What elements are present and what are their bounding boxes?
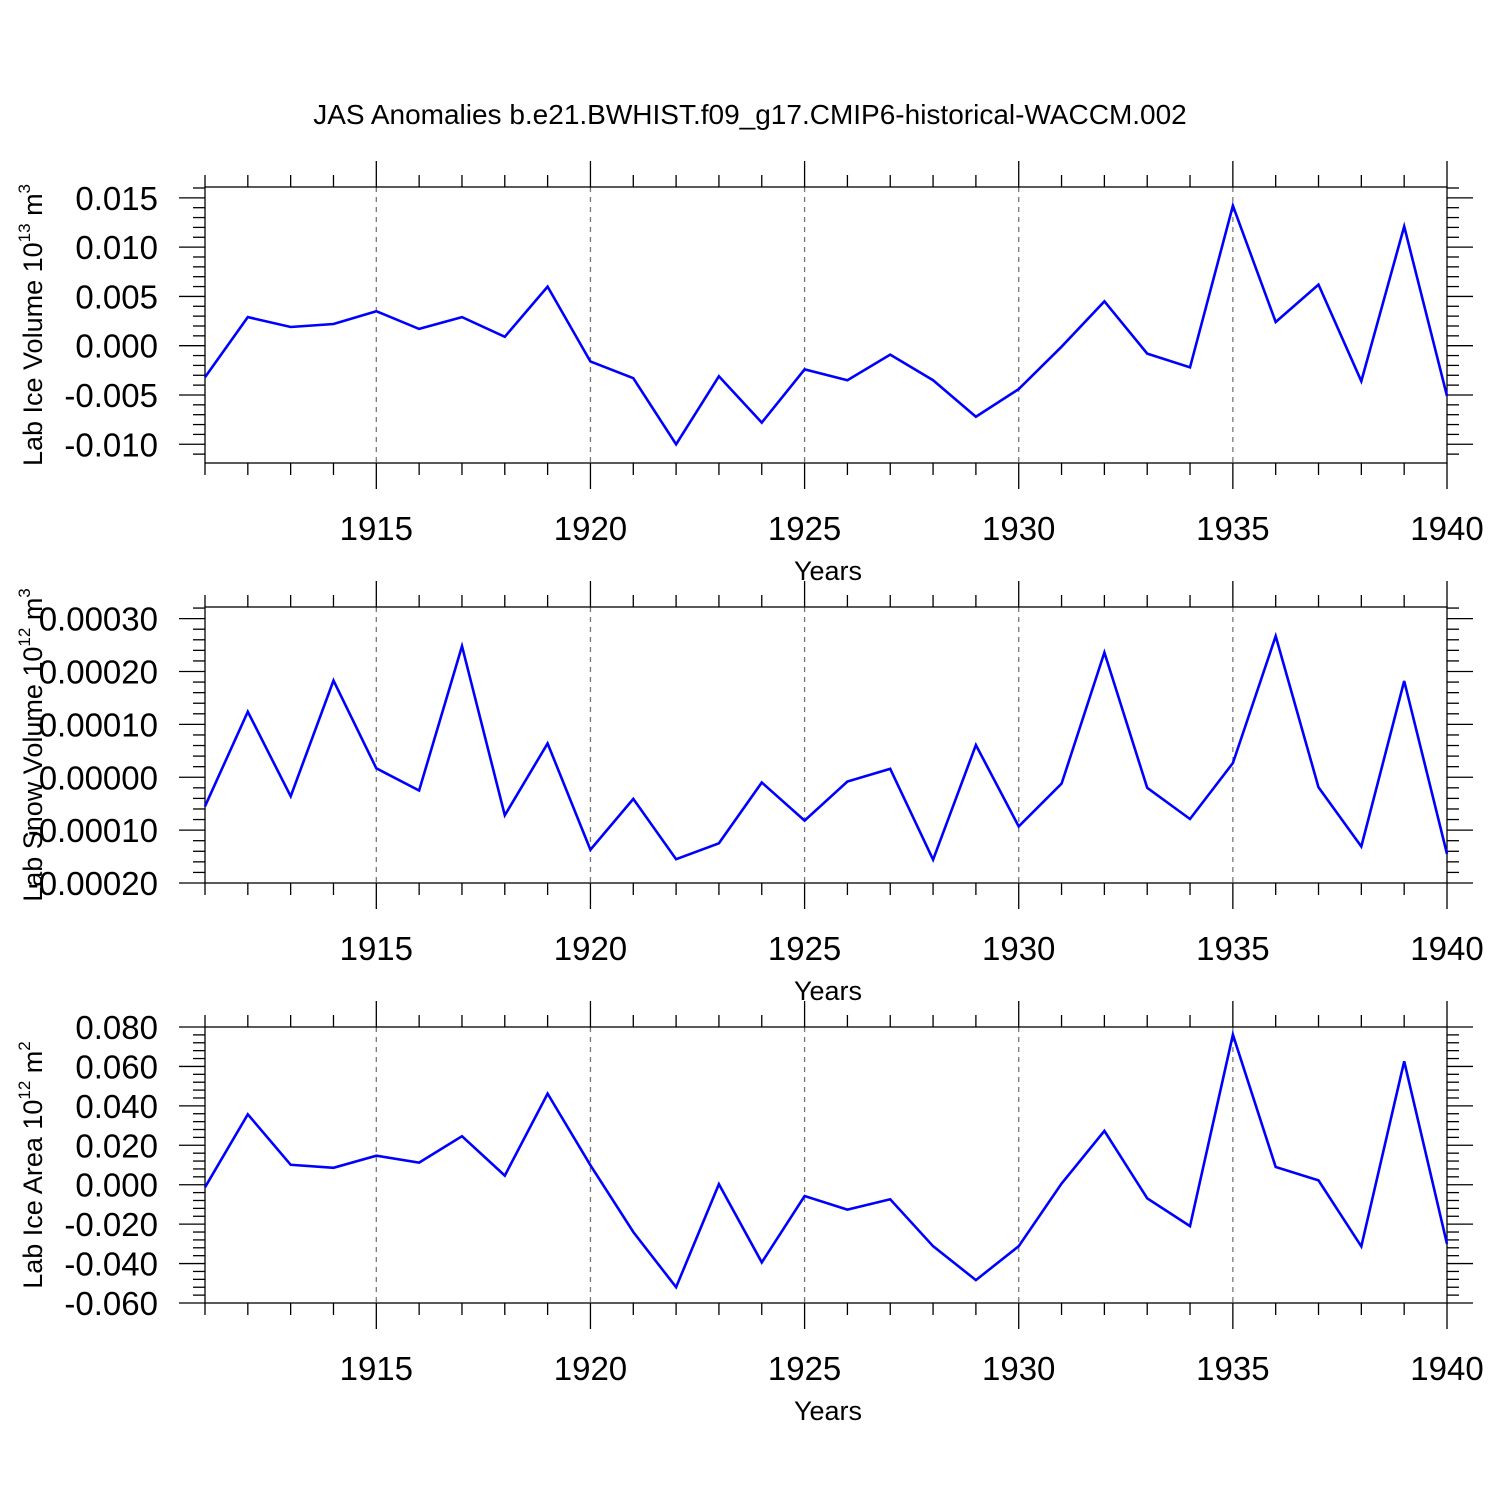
y-axis-label: Lab Ice Volume 1013 m3 bbox=[15, 184, 48, 466]
panels: 1915 1920 1925 1930 1935 1940 Years -0.010 -0.00… bbox=[15, 161, 1484, 1426]
plot-frame bbox=[204, 1026, 1448, 1304]
series-line bbox=[203, 201, 1449, 447]
x-tick-label: 1935 bbox=[1196, 1350, 1269, 1387]
x-tick-label: 1940 bbox=[1410, 1350, 1483, 1387]
x-tick-label: 1925 bbox=[768, 930, 841, 967]
y-tick-label: 0.020 bbox=[75, 1127, 158, 1164]
x-tick-label: 1915 bbox=[340, 510, 413, 547]
x-tick-label: 1920 bbox=[554, 930, 627, 967]
x-tick-label: 1915 bbox=[340, 930, 413, 967]
y-axis-label-text: Lab Ice Volume 10 bbox=[18, 242, 48, 466]
x-tick-label: 1920 bbox=[554, 1350, 627, 1387]
x-tick-label: 1930 bbox=[982, 510, 1055, 547]
x-tick-label: 1920 bbox=[554, 510, 627, 547]
plot-frame bbox=[204, 186, 1448, 464]
y-tick-label: -0.060 bbox=[64, 1285, 158, 1322]
panel-3: 1915 1920 1925 1930 1935 1940 Years -0.060-0.04… bbox=[15, 1001, 1484, 1426]
y-axis-label-unit: m bbox=[18, 598, 48, 628]
y-tick-label: 0.080 bbox=[75, 1009, 158, 1046]
y-axis-label-unit: m bbox=[18, 1051, 48, 1081]
x-tick-label: 1930 bbox=[982, 930, 1055, 967]
y-tick-label: 0.00010 bbox=[39, 706, 158, 743]
y-tick-label: -0.005 bbox=[64, 377, 158, 414]
y-tick-label: 0.040 bbox=[75, 1088, 158, 1125]
y-axis-label-unit-exponent: 3 bbox=[15, 588, 34, 597]
x-tick-label: 1940 bbox=[1410, 930, 1483, 967]
y-axis-label-exponent: 13 bbox=[15, 223, 34, 242]
x-tick-label: 1925 bbox=[768, 1350, 841, 1387]
y-tick-label: 0.000 bbox=[75, 1167, 158, 1204]
x-axis-label: Years bbox=[794, 1396, 862, 1426]
plot-frame bbox=[204, 606, 1448, 884]
series-line bbox=[203, 1029, 1449, 1290]
y-tick-label: 0.060 bbox=[75, 1048, 158, 1085]
y-axis-label-exponent: 12 bbox=[15, 1081, 34, 1100]
x-tick-label: 1915 bbox=[340, 1350, 413, 1387]
y-tick-label: -0.020 bbox=[64, 1206, 158, 1243]
y-tick-label: 0.010 bbox=[75, 229, 158, 266]
figure-title: JAS Anomalies b.e21.BWHIST.f09_g17.CMIP6… bbox=[313, 99, 1187, 130]
x-axis-label: Years bbox=[794, 556, 862, 586]
x-tick-label: 1935 bbox=[1196, 930, 1269, 967]
x-tick-label: 1940 bbox=[1410, 510, 1483, 547]
y-axis-label: Lab Ice Area 1012 m2 bbox=[15, 1041, 48, 1289]
x-tick-label: 1930 bbox=[982, 1350, 1055, 1387]
y-tick-label: -0.040 bbox=[64, 1246, 158, 1283]
x-axis-label: Years bbox=[794, 976, 862, 1006]
series-line bbox=[203, 631, 1449, 864]
y-axis-label: Lab Snow Volume 1012 m3 bbox=[15, 588, 48, 902]
y-tick-label: 0.00000 bbox=[39, 759, 158, 796]
y-tick-label: -0.00010 bbox=[28, 812, 158, 849]
x-tick-label: 1925 bbox=[768, 510, 841, 547]
panel-1: 1915 1920 1925 1930 1935 1940 Years -0.010 -0.00… bbox=[15, 161, 1484, 586]
y-tick-label: -0.010 bbox=[64, 426, 158, 463]
y-tick-label: 0.015 bbox=[75, 180, 158, 217]
y-tick-label: 0.000 bbox=[75, 328, 158, 365]
y-tick-label: 0.00020 bbox=[39, 654, 158, 691]
y-axis-label-exponent: 12 bbox=[15, 628, 34, 647]
y-axis-label-text: Lab Snow Volume 10 bbox=[18, 647, 48, 902]
y-axis-label-text: Lab Ice Area 10 bbox=[18, 1100, 48, 1289]
y-axis-label-unit: m bbox=[18, 193, 48, 223]
y-tick-label: -0.00020 bbox=[28, 865, 158, 902]
panel-2: 1915 1920 1925 1930 1935 1940 Years -0.00020 -0.… bbox=[15, 581, 1484, 1006]
x-tick-label: 1935 bbox=[1196, 510, 1269, 547]
y-axis-label-unit-exponent: 2 bbox=[15, 1041, 34, 1050]
y-axis-label-unit-exponent: 3 bbox=[15, 184, 34, 193]
y-tick-label: 0.005 bbox=[75, 278, 158, 315]
y-tick-label: 0.00030 bbox=[39, 601, 158, 638]
